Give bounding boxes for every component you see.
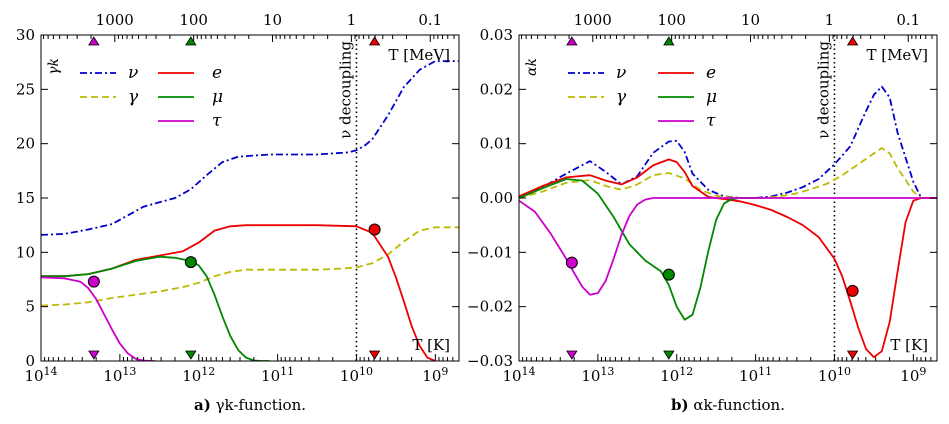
series-line-μ <box>519 178 756 321</box>
panel-gamma: 0 5 10 15 20 25 30 1014 1013 1012 1011 1010 109 1000 1… <box>16 11 460 414</box>
y-tick-label: 20 <box>16 135 35 153</box>
bottom-triangle-e <box>846 350 859 360</box>
legend-label-nu: ν <box>616 63 626 83</box>
point-marker-e <box>368 223 381 236</box>
x-tick-label: 1013 <box>103 365 136 385</box>
legend-label-gamma: γ <box>128 87 139 107</box>
y-tick-label: 25 <box>16 80 35 98</box>
x2-tick-label: 10 <box>741 11 760 29</box>
y-tick-label: 0.03 <box>480 26 513 44</box>
series-line-ν <box>41 60 459 236</box>
series-line-ν <box>519 85 923 199</box>
top-triangle-e <box>846 36 859 46</box>
legend-label-e: e <box>212 63 222 83</box>
x-tick-label: 1010 <box>340 365 373 385</box>
legend-label-tau: τ <box>706 111 716 131</box>
top-triangle-τ <box>88 36 100 46</box>
y-tick-label: 0 <box>25 352 35 370</box>
series-line-e <box>519 158 937 359</box>
point-marker-μ <box>184 256 197 269</box>
top-triangle-τ <box>566 36 578 46</box>
x2-tick-label: 1 <box>825 11 835 29</box>
legend-label-nu: ν <box>128 63 138 83</box>
top-triangle-μ <box>663 36 675 46</box>
series-line-γ <box>519 147 922 199</box>
x2-tick-label: 0.1 <box>418 11 442 29</box>
x-tick-label: 1012 <box>660 365 693 385</box>
legend-label-e: e <box>706 63 716 83</box>
y-tick-label: 15 <box>16 189 35 207</box>
point-marker-τ <box>87 275 100 288</box>
top-triangle-e <box>368 36 381 46</box>
point-marker-μ <box>662 268 675 281</box>
bottom-triangle-μ <box>663 350 675 360</box>
series-line-τ <box>41 276 156 361</box>
y-tick-label: −0.03 <box>467 352 513 370</box>
x-tick-label: 1012 <box>182 365 215 385</box>
x2-tick-label: 1000 <box>574 11 612 29</box>
x-axis-label: T [K] <box>412 336 450 354</box>
caption: a) γk-function. <box>194 396 306 414</box>
top-triangle-μ <box>185 36 197 46</box>
legend-label-mu: μ <box>706 87 717 107</box>
y-tick-label: 0.00 <box>480 189 513 207</box>
legend: ν γ e μ τ <box>80 63 223 131</box>
x-tick-label: 1013 <box>581 365 614 385</box>
y-tick-label: 30 <box>16 26 35 44</box>
x2-tick-label: 10 <box>263 11 282 29</box>
caption: b) αk-function. <box>671 396 785 414</box>
x-tick-label: 1011 <box>261 365 294 385</box>
y-tick-label: −0.02 <box>467 298 513 316</box>
bottom-triangle-e <box>368 350 381 360</box>
inside-label: γk <box>46 58 62 75</box>
bottom-triangle-τ <box>88 350 100 360</box>
legend-label-mu: μ <box>212 87 223 107</box>
x-tick-label: 1014 <box>24 365 57 385</box>
x2-tick-label: 100 <box>657 11 686 29</box>
y-tick-label: 10 <box>16 243 35 261</box>
x-tick-label: 109 <box>422 365 448 385</box>
x-axis-label: T [K] <box>890 336 928 354</box>
x2-tick-label: 1000 <box>96 11 134 29</box>
x2-axis-label: T [MeV] <box>388 46 450 64</box>
y-tick-label: 0.02 <box>480 80 513 98</box>
series-line-e <box>41 224 436 361</box>
y-tick-label: −0.01 <box>467 243 513 261</box>
legend: ν γ e μ τ <box>568 63 717 131</box>
series-line-γ <box>41 226 459 307</box>
panel-alpha: −0.03 −0.02 −0.01 0.00 0.01 0.02 0.03 1014 1013 1… <box>467 11 938 414</box>
decoupling-label: ν decoupling <box>814 41 832 139</box>
decoupling-label: ν decoupling <box>336 41 354 139</box>
y-tick-label: 5 <box>25 298 35 316</box>
x-tick-label: 1011 <box>739 365 772 385</box>
series-line-μ <box>41 255 270 361</box>
x2-tick-label: 1 <box>347 11 357 29</box>
x2-tick-label: 100 <box>179 11 208 29</box>
point-marker-e <box>846 284 859 297</box>
x-tick-label: 1014 <box>502 365 535 385</box>
x2-tick-label: 0.1 <box>896 11 920 29</box>
legend-label-tau: τ <box>212 111 222 131</box>
point-marker-τ <box>565 256 578 269</box>
x-tick-label: 1010 <box>818 365 851 385</box>
x2-axis-label: T [MeV] <box>866 46 928 64</box>
legend-label-gamma: γ <box>616 87 627 107</box>
y-tick-label: 0.01 <box>480 135 513 153</box>
bottom-triangle-μ <box>185 350 197 360</box>
series-line-τ <box>519 197 937 296</box>
inside-label: αk <box>524 58 540 76</box>
x-tick-label: 109 <box>900 365 926 385</box>
bottom-triangle-τ <box>566 350 578 360</box>
